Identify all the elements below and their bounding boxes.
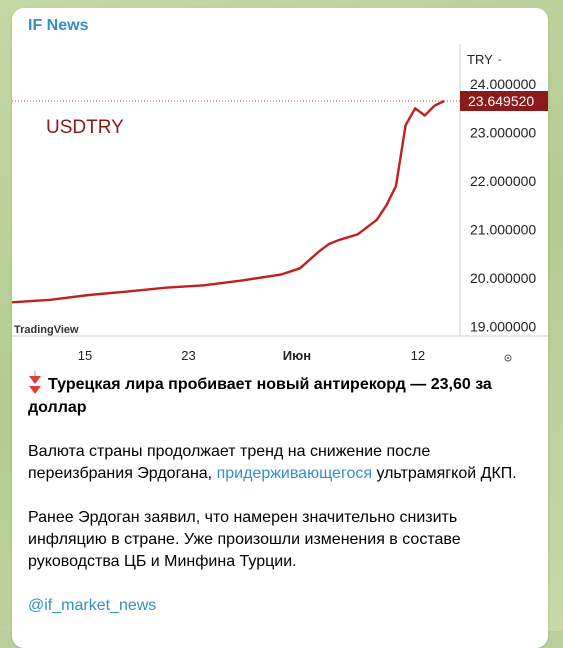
chart-title: USDTRY <box>46 117 124 138</box>
x-tick-label: Июн <box>283 348 311 363</box>
usdtry-series-line <box>12 99 445 304</box>
double-red-triangle-icon <box>29 371 41 394</box>
y-tick-label: 20.000000 <box>470 270 536 286</box>
paragraph-1-text-end: ультрамягкой ДКП. <box>372 465 517 482</box>
headline-text: Турецкая лира пробивает новый антирекорд… <box>28 376 492 416</box>
y-tick-label: 24.000000 <box>470 76 536 92</box>
y-tick-label: 19.000000 <box>470 319 536 335</box>
message-bubble: IF News USDTRY TradingView TRY - 24.0000… <box>12 8 548 648</box>
inline-link[interactable]: придерживающегося <box>216 465 372 482</box>
y-tick-label: 22.000000 <box>470 173 536 189</box>
x-tick-label: 12 <box>411 348 425 363</box>
currency-dropdown-icon[interactable]: - <box>498 55 501 66</box>
currency-label: TRY <box>467 52 493 67</box>
chart-image[interactable]: USDTRY TradingView TRY - 24.000000 23.000… <box>12 44 548 369</box>
x-axis-ticks: 15 23 Июн 12 <box>78 348 425 363</box>
tradingview-logo: TradingView <box>14 324 79 336</box>
current-price-tag <box>460 90 548 111</box>
channel-name[interactable]: IF News <box>28 17 89 34</box>
message-text: Турецкая лира пробивает новый антирекорд… <box>28 371 533 617</box>
x-tick-label: 23 <box>181 348 195 363</box>
paragraph-1: Валюта страны продолжает тренд на снижен… <box>28 441 533 485</box>
x-tick-label: 15 <box>78 348 92 363</box>
headline-row: Турецкая лира пробивает новый антирекорд… <box>28 371 533 419</box>
usdtry-chart: USDTRY TradingView TRY - 24.000000 23.000… <box>12 44 548 363</box>
channel-handle-link[interactable]: @if_market_news <box>28 597 157 614</box>
settings-icon[interactable] <box>504 354 512 362</box>
paragraph-2: Ранее Эрдоган заявил, что намерен значит… <box>28 509 461 570</box>
paragraph-1-text-start: Валюта страны продолжает тренд на снижен… <box>28 443 431 482</box>
current-price-value: 23.649520 <box>468 93 534 109</box>
y-axis-ticks: 24.000000 23.000000 22.000000 21.000000 20.0… <box>470 76 536 335</box>
y-tick-label: 23.000000 <box>470 125 536 141</box>
y-tick-label: 21.000000 <box>470 222 536 238</box>
